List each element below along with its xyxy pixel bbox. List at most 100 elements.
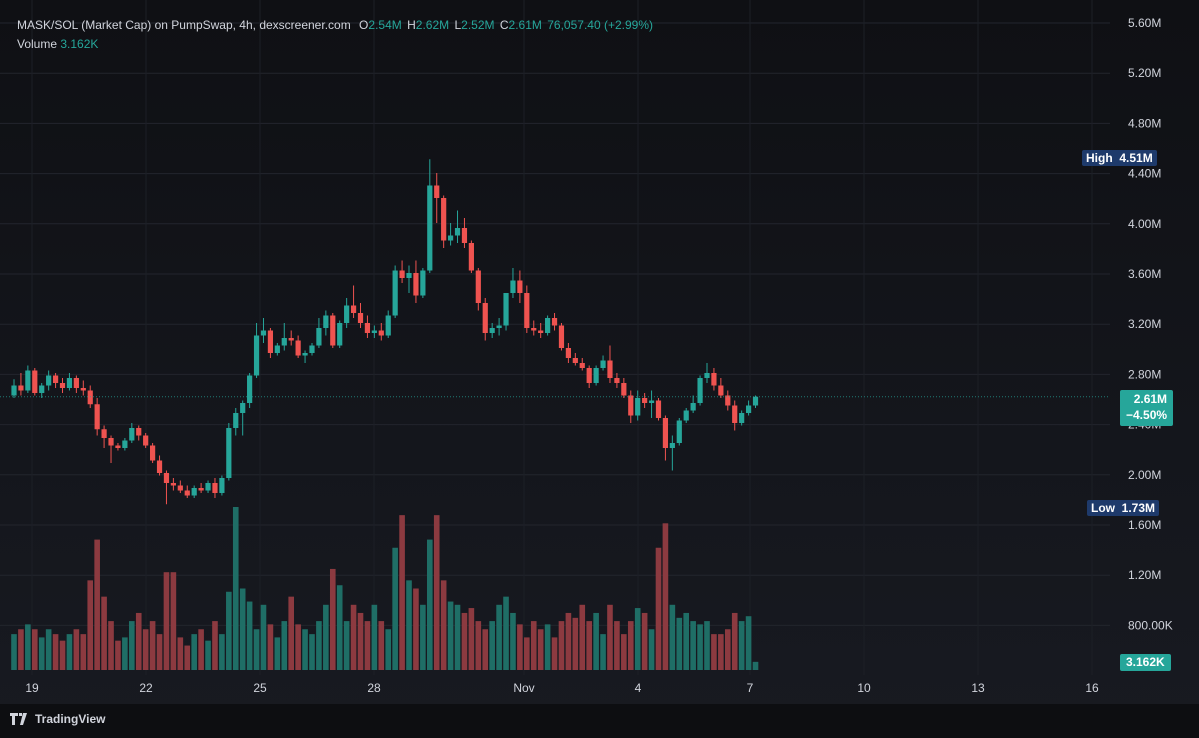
y-tick-label: 1.20M [1128, 568, 1161, 582]
y-tick-label: 1.60M [1128, 518, 1161, 532]
candle-body [725, 395, 731, 406]
volume-bar [184, 645, 191, 670]
candle-body [177, 485, 183, 491]
candle-body [46, 375, 52, 386]
volume-bar [87, 580, 94, 670]
volume-bar [440, 580, 447, 670]
volume-bar [281, 621, 288, 670]
candle-body [614, 378, 620, 383]
volume-bar [205, 640, 211, 670]
volume-bar [558, 621, 565, 670]
volume-bar [586, 621, 592, 670]
x-tick-label: 10 [857, 681, 871, 695]
volume-bar [385, 629, 392, 670]
volume-bar [232, 507, 239, 670]
candle-body [136, 428, 142, 436]
candle-body [503, 293, 509, 326]
candle-body [524, 293, 530, 328]
x-tick-label: 22 [139, 681, 153, 695]
volume-bar [191, 634, 197, 670]
candle-body [739, 413, 745, 423]
y-tick-label: 800.00K [1128, 618, 1173, 632]
candle-body [648, 400, 655, 403]
last-price-value: 2.61M [1133, 392, 1168, 406]
candle-body [565, 348, 571, 358]
candle-body [690, 403, 696, 411]
candle-body [420, 270, 426, 296]
candle-body [73, 378, 79, 388]
volume-label: Volume [17, 37, 58, 51]
volume-bar [454, 604, 461, 670]
volume-bar [621, 634, 627, 670]
candle-body [711, 373, 717, 386]
candle-body [752, 396, 759, 406]
volume-bar [669, 604, 676, 670]
volume-bar [316, 621, 322, 670]
volume-bar [219, 634, 225, 670]
volume-bar [683, 612, 690, 670]
volume-bar [226, 591, 232, 670]
candle-body [108, 438, 114, 446]
last-price-tag: 2.61M −4.50% [1120, 390, 1174, 426]
volume-bar [433, 515, 440, 670]
candle-body [260, 330, 267, 336]
volume-tag: 3.162K [1120, 654, 1171, 671]
last-price-change: −4.50% [1126, 408, 1168, 422]
candle-body [94, 404, 100, 430]
volume-bar [399, 515, 405, 670]
volume-bar [745, 616, 752, 670]
volume-bar [329, 568, 336, 670]
open-label: O [359, 18, 369, 32]
volume-bar [364, 621, 371, 670]
candle-body [11, 385, 17, 396]
candle-body [545, 318, 551, 333]
tradingview-brand[interactable]: TradingView [10, 712, 105, 726]
candlestick-chart[interactable]: 5.60M 5.20M 4.80M 4.40M 4.00M 3.60M 3.20M 2.80M… [0, 0, 1199, 704]
candle-body [59, 383, 66, 388]
candle-body [18, 385, 24, 391]
candle-body [357, 313, 364, 323]
candle-body [572, 358, 578, 363]
volume-bar [724, 629, 731, 670]
x-tick-label: 16 [1085, 681, 1099, 695]
volume-bar [718, 634, 724, 670]
volume-bar [544, 624, 551, 670]
candle-body [115, 445, 121, 448]
high-marker: High 4.51M [1082, 150, 1157, 166]
x-tick-label: 19 [25, 681, 39, 695]
volume-bar [94, 539, 100, 670]
low-marker-value: 1.73M [1121, 501, 1156, 515]
candle-body [205, 483, 211, 491]
candle-body [489, 328, 495, 333]
volume-bar [461, 612, 468, 670]
candle-body [212, 483, 218, 493]
candle-body [302, 353, 308, 356]
candle-body [551, 318, 558, 326]
low-marker-label: Low [1091, 501, 1115, 515]
volume-bar [510, 612, 516, 670]
volume-bar [530, 621, 537, 670]
candle-body [316, 328, 322, 346]
volume-bar [690, 621, 696, 670]
candle-body [538, 330, 544, 333]
volume-bar [641, 612, 648, 670]
open-value: 2.54M [368, 18, 402, 32]
volume-bar [101, 596, 107, 670]
candle-body [434, 185, 440, 198]
volume-bar [420, 604, 426, 670]
candle-body [288, 338, 294, 341]
candle-body [198, 488, 204, 491]
candle-body [219, 478, 225, 493]
candle-body [122, 440, 128, 448]
volume-bar [468, 608, 475, 670]
volume-bar [343, 621, 350, 670]
x-tick-label: 25 [253, 681, 267, 695]
volume-bar [309, 634, 315, 670]
x-tick-label: 28 [367, 681, 381, 695]
candle-body [170, 483, 176, 486]
volume-bar [697, 624, 703, 670]
candle-body [150, 445, 156, 461]
candle-body [247, 375, 253, 403]
candle-body [517, 280, 523, 293]
candle-body [378, 330, 384, 336]
